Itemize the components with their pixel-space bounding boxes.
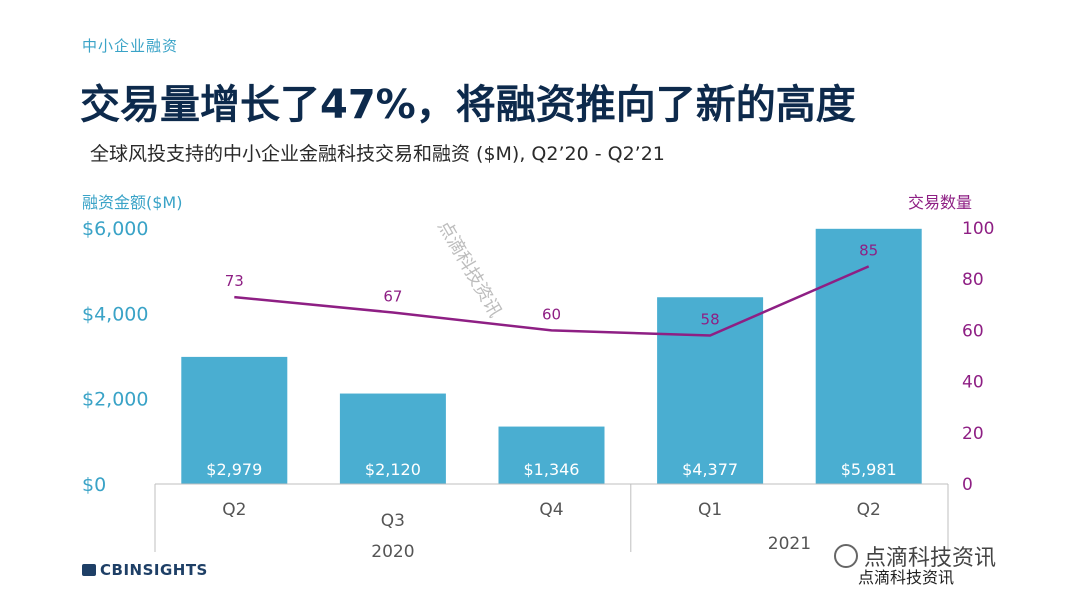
bar: [498, 426, 605, 484]
bar-value-label: $4,377: [682, 460, 738, 479]
line-value-label: 73: [225, 272, 244, 290]
bar: [181, 356, 288, 484]
right-tick-label: 60: [962, 321, 984, 341]
x-tick-label: Q2: [857, 500, 881, 520]
year-group-label: 2021: [768, 534, 811, 554]
chart-subtitle: 全球风投支持的中小企业金融科技交易和融资 ($M), Q2’20 - Q2’21: [90, 143, 665, 165]
bar-value-label: $1,346: [524, 460, 580, 479]
left-tick-label: $0: [82, 474, 106, 496]
cbinsights-logo-icon: [82, 564, 96, 576]
cbinsights-logo: CBINSIGHTS: [82, 561, 208, 579]
bar-value-label: $2,979: [206, 460, 262, 479]
bar: [815, 228, 922, 484]
right-tick-label: 0: [962, 475, 973, 495]
year-group-label: 2020: [371, 542, 414, 562]
bar-value-label: $5,981: [841, 460, 897, 479]
line-value-label: 58: [701, 311, 720, 329]
wechat-icon: [834, 544, 858, 568]
right-tick-label: 100: [962, 219, 994, 239]
bar-value-label: $2,120: [365, 460, 421, 479]
right-tick-label: 20: [962, 424, 984, 444]
watermark-footer: 点滴科技资讯: [858, 568, 955, 587]
right-tick-label: 80: [962, 270, 984, 290]
line-value-label: 67: [383, 287, 402, 305]
watermark-brand: 点滴科技资讯: [834, 540, 996, 572]
left-tick-label: $2,000: [82, 389, 148, 411]
section-label: 中小企业融资: [82, 37, 179, 55]
x-tick-label: Q1: [698, 500, 722, 520]
x-tick-label: Q4: [539, 500, 563, 520]
page-title: 交易量增长了47%，将融资推向了新的高度: [80, 82, 856, 128]
deal-count-line: [234, 265, 870, 337]
right-axis-label: 交易数量: [908, 193, 973, 212]
left-tick-label: $4,000: [82, 303, 148, 325]
right-tick-label: 40: [962, 373, 984, 393]
bar: [657, 297, 764, 484]
bar: [339, 393, 446, 484]
x-tick-label: Q3: [381, 511, 405, 531]
left-tick-label: $6,000: [82, 218, 148, 240]
line-value-label: 60: [542, 305, 561, 323]
x-tick-label: Q2: [222, 500, 246, 520]
left-axis-label: 融资金额($M): [82, 193, 183, 212]
line-value-label: 85: [859, 241, 878, 259]
